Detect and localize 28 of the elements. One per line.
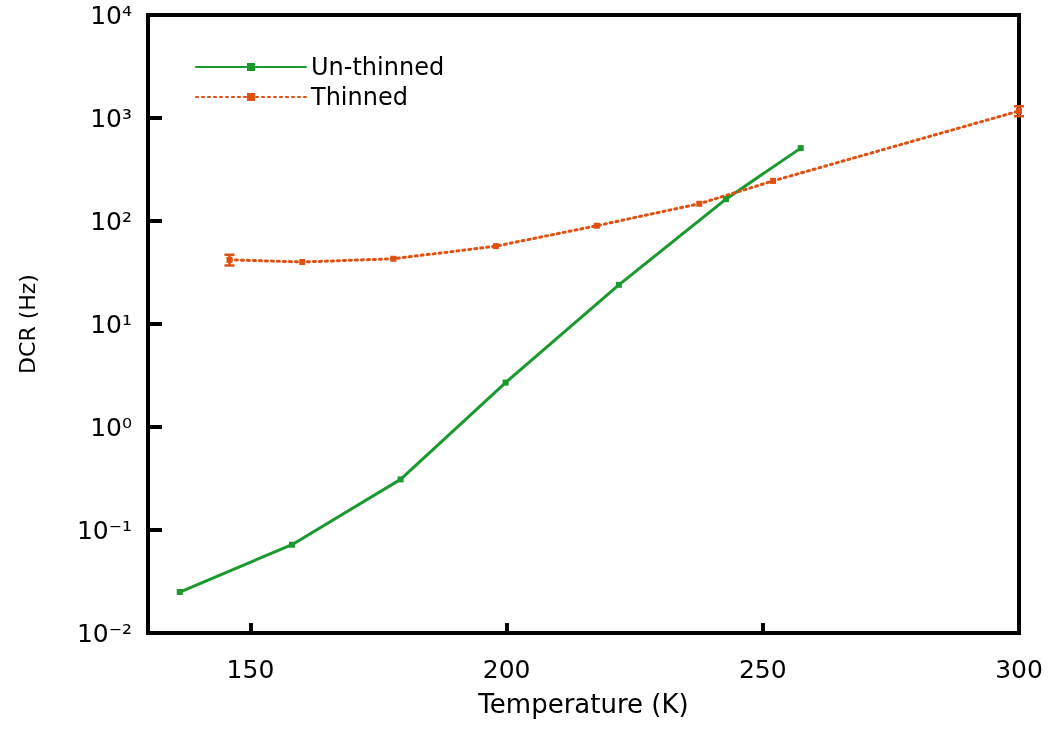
y-axis-title: DCR (Hz)	[14, 274, 40, 374]
x-tick-label: 200	[482, 655, 531, 684]
point	[299, 258, 306, 265]
x-tick-label: 250	[738, 655, 787, 684]
y-tick-label: 10⁰	[90, 412, 132, 442]
y-tick-label: 10²	[90, 206, 132, 236]
y-tick-label: 10¹	[90, 309, 132, 339]
x-axis-title: Temperature (K)	[477, 689, 689, 719]
y-tick-label: 10⁻²	[76, 618, 132, 648]
point	[397, 476, 404, 483]
y-tick-label: 10⁴	[90, 0, 132, 30]
y-tick-label: 10⁻¹	[76, 515, 132, 545]
legend-label: Un-thinned	[311, 53, 445, 81]
point	[696, 200, 703, 207]
point	[770, 177, 777, 184]
point	[390, 255, 397, 262]
point	[722, 196, 729, 203]
point	[288, 541, 295, 548]
x-tick-label: 150	[226, 655, 275, 684]
x-tick-label: 300	[995, 655, 1043, 684]
point	[502, 379, 509, 386]
point	[176, 589, 183, 596]
point	[492, 243, 499, 250]
point	[797, 145, 804, 152]
y-tick-label: 10³	[90, 103, 132, 133]
point	[615, 281, 622, 288]
point	[593, 222, 600, 229]
legend-label: Thinned	[310, 83, 408, 111]
